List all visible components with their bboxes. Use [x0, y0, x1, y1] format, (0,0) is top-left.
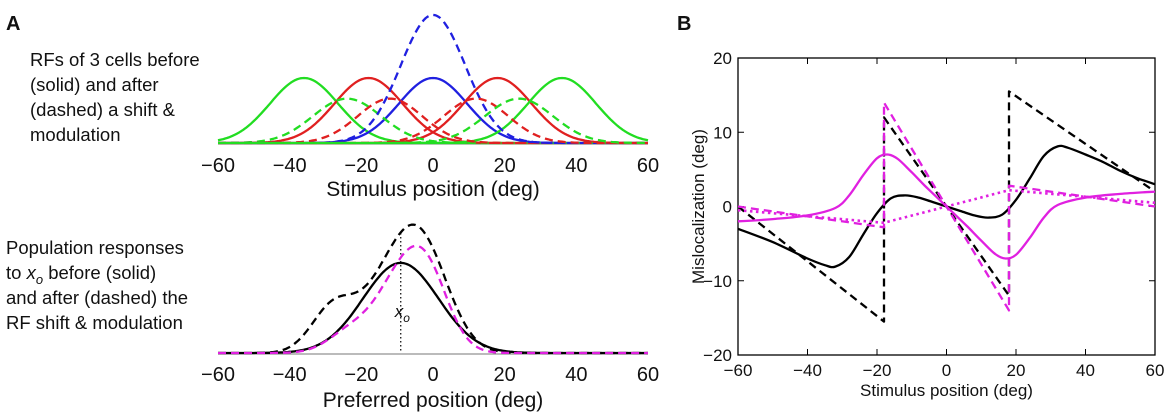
x-tick-label: 0 [427, 364, 438, 386]
bottom-annotation-line-2-var: x [26, 262, 37, 283]
x-tick-label: 20 [1007, 361, 1026, 380]
series-before [218, 261, 648, 355]
x-tick-label: −60 [724, 361, 753, 380]
x-tick-label: −20 [344, 364, 378, 386]
x-tick-label: −20 [344, 155, 378, 177]
x-tick-label: 0 [427, 155, 438, 177]
x-tick-label: 0 [942, 361, 951, 380]
x-tick-label: 60 [637, 364, 659, 386]
top-annotation-line-2: (solid) and after [30, 74, 159, 95]
panel-label-a: A [6, 13, 20, 35]
xo-marker-sub: o [403, 311, 410, 325]
series-black-solid [737, 144, 1156, 269]
panel-label-b: B [677, 13, 691, 35]
xo-marker-var: x [394, 302, 404, 321]
bottom-annotation-line-2: to xo before (solid) [6, 262, 156, 287]
x-tick-label: 60 [1146, 361, 1165, 380]
x-tick-label: −60 [201, 364, 235, 386]
x-tick-label: 40 [565, 155, 587, 177]
x-axis-label: Preferred position (deg) [323, 389, 544, 412]
top-annotation-line-4: modulation [30, 124, 121, 145]
x-tick-label: −40 [793, 361, 822, 380]
top-annotation: RFs of 3 cells before (solid) and after … [30, 49, 200, 145]
series-after-black [218, 223, 648, 355]
xo-marker-label: xo [394, 302, 411, 325]
y-tick-label: −20 [703, 346, 732, 365]
top-annotation-line-1: RFs of 3 cells before [30, 49, 200, 70]
series-magenta-dotted [737, 188, 1156, 225]
bottom-annotation: Population responses to xo before (solid… [6, 237, 188, 333]
y-axis-label: Mislocalization (deg) [689, 129, 708, 284]
bottom-annotation-line-2-sub: o [36, 272, 43, 287]
x-tick-label: −40 [273, 364, 307, 386]
x-axis-label: Stimulus position (deg) [326, 178, 540, 201]
x-tick-label: 20 [494, 155, 516, 177]
bottom-annotation-line-2-pre: to [6, 262, 27, 283]
x-tick-label: 60 [637, 155, 659, 177]
x-tick-label: −60 [201, 155, 235, 177]
x-tick-label: 20 [494, 364, 516, 386]
x-axis-label: Stimulus position (deg) [860, 381, 1033, 400]
x-tick-label: −20 [863, 361, 892, 380]
series-green-left-after [218, 97, 648, 145]
series-red-right-before [218, 76, 648, 145]
bottom-annotation-line-1: Population responses [6, 237, 184, 258]
bottom-annotation-line-4: RF shift & modulation [6, 312, 183, 333]
y-tick-label: 0 [723, 198, 732, 217]
y-tick-label: 10 [713, 123, 732, 142]
chart-a-top: −60 −40 −20 0 20 40 60 Stimulus position (deg) [201, 13, 659, 201]
y-tick-label: −10 [703, 272, 732, 291]
bottom-annotation-line-2-post: before (solid) [43, 262, 156, 283]
top-annotation-line-3: (dashed) a shift & [30, 99, 176, 120]
x-tick-label: 40 [1076, 361, 1095, 380]
bottom-annotation-line-3: and after (dashed) the [6, 287, 188, 308]
series-green-right-after [218, 97, 648, 145]
y-tick-label: 20 [713, 49, 732, 68]
series-after-magenta [218, 244, 648, 355]
x-tick-label: 40 [565, 364, 587, 386]
x-tick-label: −40 [273, 155, 307, 177]
chart-a-bottom: −60 −40 −20 0 20 40 60 Preferred position (deg) [201, 223, 659, 412]
